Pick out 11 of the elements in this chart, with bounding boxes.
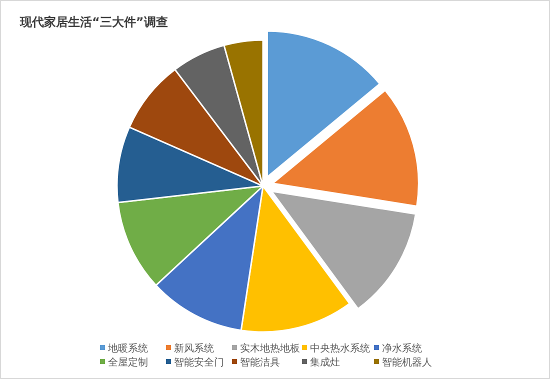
legend-label: 智能安全门 [174,356,224,369]
legend-label: 新风系统 [174,342,214,355]
legend-label: 智能机器人 [382,356,432,369]
legend-label: 地暖系统 [107,342,148,355]
legend-label: 智能洁具 [240,356,280,369]
legend-label: 净水系统 [382,342,422,355]
legend-label: 实木地热地板 [240,342,300,355]
legend-label: 全屋定制 [108,356,148,369]
legend-label: 集成灶 [310,356,340,369]
chart-title: 现代家居生活“三大件”调查 [19,15,168,29]
legend-label: 中央热水系统 [310,342,370,355]
